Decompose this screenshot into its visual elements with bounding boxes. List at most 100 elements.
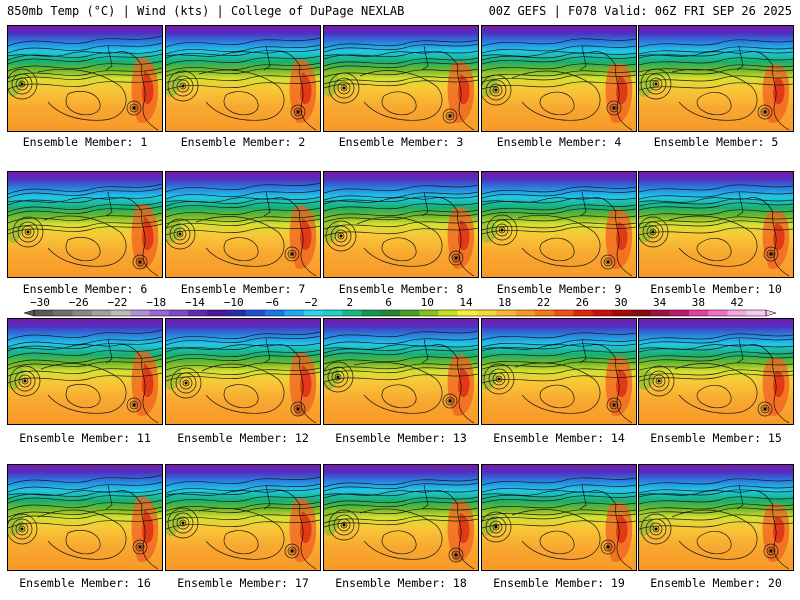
ensemble-map <box>482 26 636 131</box>
ensemble-map-panel <box>638 171 794 278</box>
ensemble-member-label: Ensemble Member: 20 <box>650 576 782 590</box>
coastlines <box>639 191 790 277</box>
colorbar-swatch <box>746 310 767 316</box>
ensemble-member-label: Ensemble Member: 3 <box>338 135 464 149</box>
colorbar-swatch <box>496 310 516 316</box>
ensemble-map <box>166 319 320 424</box>
ensemble-map <box>482 172 636 277</box>
colorbar-swatch <box>727 310 748 316</box>
coastlines <box>482 338 633 424</box>
coastlines <box>324 484 475 570</box>
colorbar-swatch <box>72 310 93 316</box>
coastlines <box>482 191 633 277</box>
coastlines <box>8 45 159 131</box>
coastlines <box>166 484 317 570</box>
ensemble-map <box>639 26 793 131</box>
coastlines <box>8 484 159 570</box>
colorbar-max-arrow <box>765 309 777 317</box>
colorbar-swatch <box>91 310 112 316</box>
ensemble-map-panel <box>323 171 479 278</box>
colorbar-tick-label: 10 <box>421 296 434 309</box>
height-contours <box>482 38 636 121</box>
height-contours <box>639 39 793 121</box>
coastlines <box>324 45 475 131</box>
colorbar-tick-label: 30 <box>614 296 627 309</box>
colorbar-tick-label: 6 <box>385 296 392 309</box>
coastlines <box>324 338 475 424</box>
height-contours <box>639 478 793 560</box>
ensemble-map <box>166 465 320 570</box>
ensemble-map-panel <box>481 464 637 571</box>
colorbar-tick-label: −30 <box>30 296 50 309</box>
colorbar-swatch <box>226 310 247 316</box>
colorbar-swatch <box>130 310 150 316</box>
ensemble-map <box>482 319 636 424</box>
colorbar-swatch <box>669 310 690 316</box>
ensemble-member-label: Ensemble Member: 1 <box>22 135 148 149</box>
coastlines <box>8 338 159 424</box>
colorbar-swatch <box>611 310 632 316</box>
colorbar-swatch <box>400 310 420 316</box>
ensemble-map <box>8 465 162 570</box>
ensemble-map-panel <box>481 25 637 132</box>
colorbar-swatch <box>515 310 536 316</box>
ensemble-map-panel <box>323 25 479 132</box>
colorbar-swatch <box>207 310 227 316</box>
ensemble-member-label: Ensemble Member: 17 <box>177 576 309 590</box>
coastlines <box>639 484 790 570</box>
height-contours <box>324 330 478 414</box>
ensemble-map-panel <box>165 464 321 571</box>
height-contours <box>482 186 636 270</box>
ensemble-map-panel <box>7 171 163 278</box>
ensemble-member-label: Ensemble Member: 10 <box>650 282 782 296</box>
ensemble-map <box>639 172 793 277</box>
ensemble-map <box>8 319 162 424</box>
height-contours <box>166 331 320 417</box>
colorbar-tick-label: 14 <box>459 296 473 309</box>
ensemble-member-label: Ensemble Member: 4 <box>496 135 622 149</box>
coastlines <box>166 338 317 424</box>
ensemble-map <box>482 465 636 570</box>
ensemble-map-panel <box>638 464 794 571</box>
colorbar-swatch <box>534 310 555 316</box>
ensemble-member-label: Ensemble Member: 15 <box>650 431 782 445</box>
ensemble-map <box>639 319 793 424</box>
coastlines <box>482 45 633 131</box>
colorbar-swatch <box>53 310 73 316</box>
coastlines <box>324 191 475 277</box>
height-contours <box>324 478 478 563</box>
model-run-info: 00Z GEFS | F078 Valid: 06Z FRI SEP 26 20… <box>488 4 792 18</box>
ensemble-member-label: Ensemble Member: 7 <box>180 282 306 296</box>
colorbar-tick-label: 2 <box>347 296 354 309</box>
ensemble-map-panel <box>481 318 637 425</box>
colorbar-swatch <box>34 310 54 316</box>
height-contours <box>639 333 793 417</box>
ensemble-member-label: Ensemble Member: 16 <box>19 576 151 590</box>
ensemble-map-panel <box>481 171 637 278</box>
ensemble-member-label: Ensemble Member: 13 <box>335 431 467 445</box>
colorbar-swatch <box>168 310 189 316</box>
colorbar-swatch <box>592 310 613 316</box>
colorbar-tick-label: 34 <box>653 296 667 309</box>
ensemble-map-panel <box>7 464 163 571</box>
colorbar-tick-label: −14 <box>185 296 205 309</box>
ensemble-map-panel <box>323 464 479 571</box>
height-contours <box>324 184 478 267</box>
colorbar-tick-labels: −30 −26 −22 −18 −14 −10 −6 −2 2 6 10 14 18 22 26 30 34 38… <box>30 296 744 309</box>
ensemble-member-label: Ensemble Member: 12 <box>177 431 309 445</box>
colorbar-swatch <box>303 310 324 316</box>
colorbar-swatch <box>245 310 266 316</box>
coastlines <box>639 338 790 424</box>
height-contours <box>8 329 162 414</box>
ensemble-member-label: Ensemble Member: 9 <box>496 282 622 296</box>
coastlines <box>8 191 159 277</box>
colorbar-swatch <box>322 310 343 316</box>
ensemble-map-panel <box>323 318 479 425</box>
colorbar-swatch <box>149 310 170 316</box>
ensemble-member-label: Ensemble Member: 14 <box>493 431 625 445</box>
coastlines <box>166 45 317 131</box>
ensemble-member-label: Ensemble Member: 18 <box>335 576 467 590</box>
colorbar-swatch <box>438 310 459 316</box>
colorbar-tick-label: 42 <box>731 296 744 309</box>
ensemble-map <box>8 172 162 277</box>
